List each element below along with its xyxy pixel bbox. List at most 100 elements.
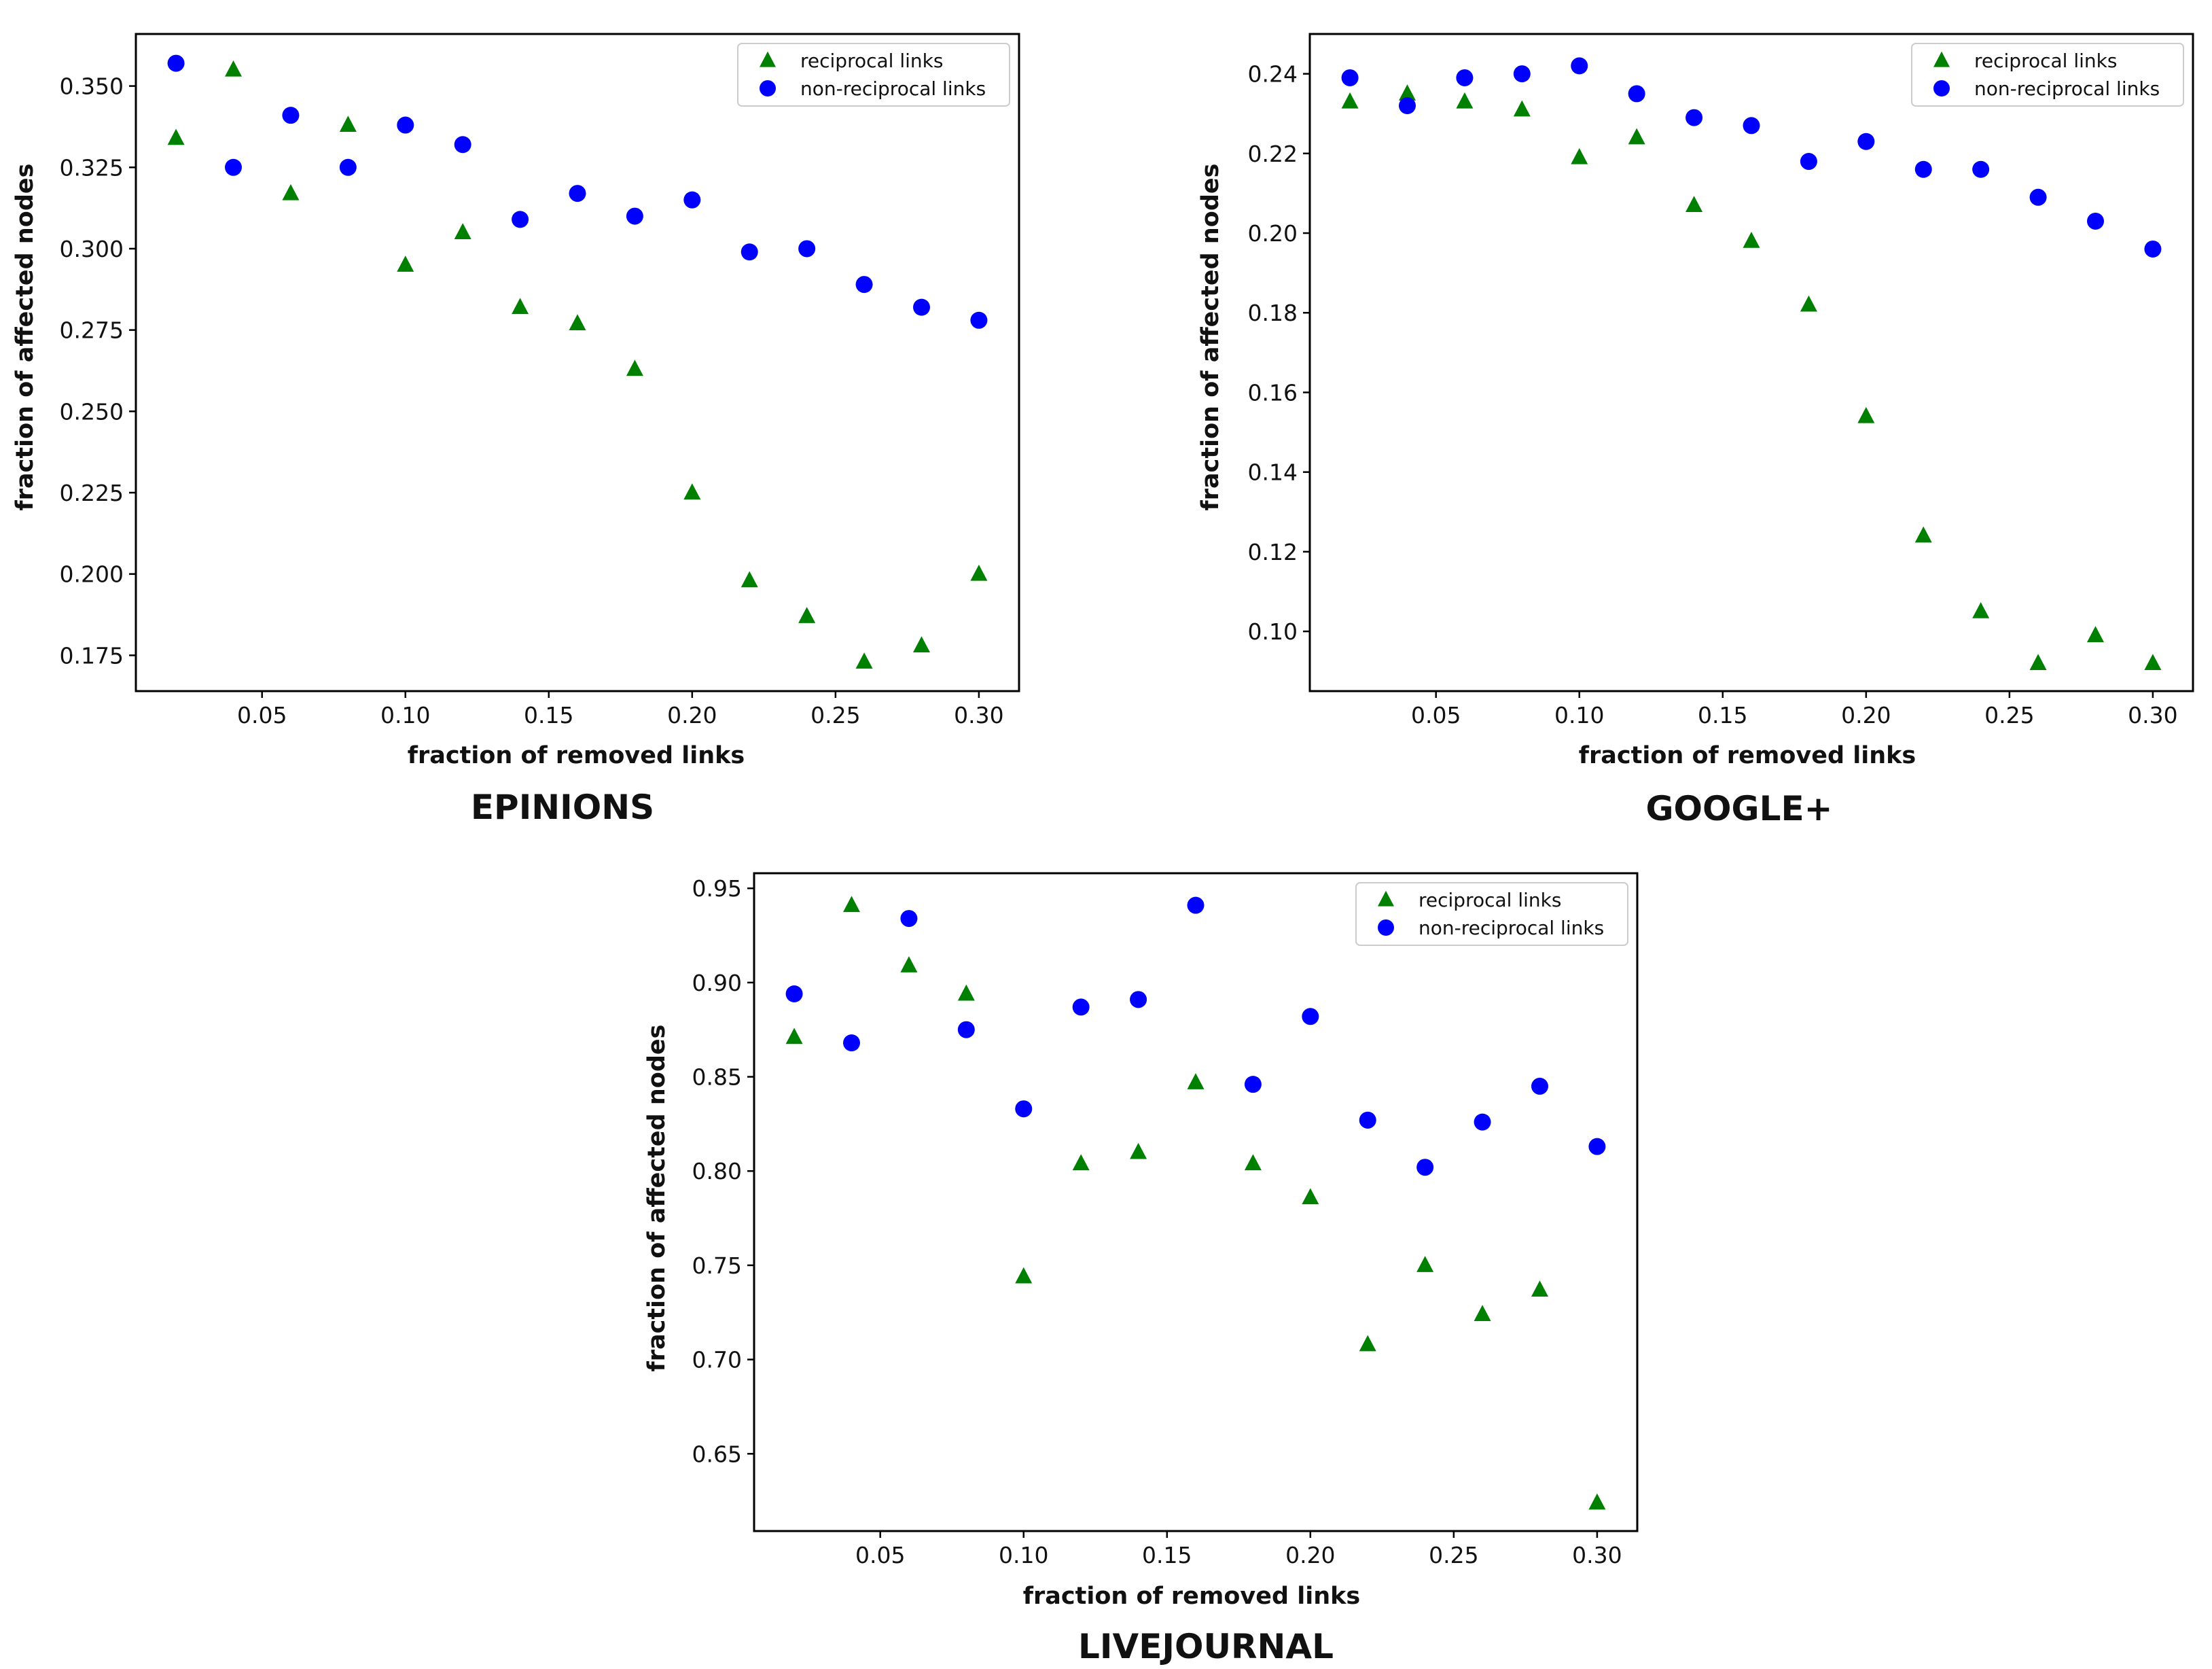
circle-point (1456, 69, 1474, 86)
plot-frame (753, 872, 1639, 1532)
y-tick-label: 0.24 (1248, 61, 1298, 88)
x-tick-label: 0.30 (2128, 702, 2177, 728)
x-tick-label: 0.10 (380, 702, 430, 728)
triangle-point (2029, 654, 2047, 670)
circle-point (683, 191, 701, 209)
x-tick-label: 0.30 (1572, 1542, 1622, 1568)
circle-point (569, 185, 586, 203)
triangle-point (1359, 1335, 1376, 1352)
legend-label: non-reciprocal links (1974, 77, 2160, 100)
caption: LIVEJOURNAL (1078, 1627, 1334, 1666)
triangle-point (1072, 1154, 1090, 1171)
ylabel: fraction of affected nodes (1197, 164, 1224, 511)
caption: EPINIONS (471, 788, 654, 827)
x-tick-label: 0.10 (1554, 702, 1604, 728)
triangle-point (1628, 128, 1645, 145)
y-tick-label: 0.80 (692, 1158, 742, 1184)
triangle-point (1588, 1493, 1606, 1510)
series-reciprocal (167, 60, 988, 669)
triangle-point (855, 652, 873, 669)
ylabel: fraction of affected nodes (12, 164, 39, 511)
circle-point (282, 107, 300, 124)
x-tick-label: 0.25 (1429, 1542, 1478, 1568)
circle-point (1072, 998, 1090, 1016)
circle-point (1571, 57, 1588, 75)
y-tick-label: 0.200 (60, 561, 124, 588)
x-tick-label: 0.20 (667, 702, 717, 728)
circle-point (2144, 240, 2162, 258)
circle-point (900, 910, 918, 928)
y-tick-label: 0.175 (60, 642, 124, 669)
circle-point (1474, 1113, 1491, 1131)
legend-label: reciprocal links (1974, 50, 2117, 72)
legend-label: reciprocal links (1419, 889, 1561, 911)
circle-point (1588, 1138, 1606, 1155)
circle-point (1302, 1008, 1319, 1025)
y-tick-label: 0.22 (1248, 141, 1298, 167)
x-tick-label: 0.20 (1285, 1542, 1335, 1568)
y-tick-label: 0.250 (60, 398, 124, 425)
triangle-point (970, 564, 988, 581)
triangle-point (912, 636, 930, 652)
panel-google-plus: fraction of affected nodes fraction of r… (1197, 33, 2194, 828)
triangle-point (225, 60, 243, 77)
triangle-point (1244, 1154, 1262, 1171)
triangle-point (957, 984, 975, 1001)
series-non-reciprocal (1341, 57, 2162, 258)
circle-point (843, 1034, 861, 1052)
triangle-point (1972, 602, 1990, 618)
x-tick-label: 0.10 (999, 1542, 1048, 1568)
triangle-point (683, 483, 701, 499)
xlabel: fraction of removed links (408, 742, 745, 769)
circle-point (512, 211, 529, 228)
circle-point (1531, 1077, 1548, 1095)
triangle-point (569, 314, 586, 331)
triangle-point (1571, 147, 1588, 164)
triangle-point (1914, 526, 1932, 543)
triangle-point (626, 359, 643, 376)
circle-point (1399, 96, 1416, 114)
legend-triangle-icon (1378, 890, 1394, 907)
circle-point (626, 207, 643, 225)
circle-point (1857, 133, 1875, 150)
circle-point (339, 158, 357, 176)
triangle-point (1399, 84, 1416, 101)
y-tick-label: 0.16 (1248, 379, 1298, 406)
circle-point (741, 243, 758, 261)
circle-point (1015, 1100, 1033, 1118)
x-tick-label: 0.15 (524, 702, 573, 728)
plot-frame (135, 33, 1020, 692)
circle-point (1359, 1111, 1376, 1129)
x-tick-label: 0.05 (237, 702, 287, 728)
triangle-point (1800, 295, 1817, 312)
triangle-point (785, 1027, 803, 1044)
y-tick-label: 0.275 (60, 317, 124, 344)
triangle-point (397, 256, 414, 272)
triangle-point (1531, 1280, 1548, 1297)
circle-point (785, 985, 803, 1003)
triangle-point (1416, 1256, 1434, 1272)
legend-label: non-reciprocal links (1419, 917, 1604, 939)
circle-point (1914, 160, 1932, 178)
legend-triangle-icon (1933, 51, 1950, 67)
x-tick-label: 0.05 (855, 1542, 905, 1568)
triangle-point (1474, 1305, 1491, 1322)
circle-point (225, 158, 243, 176)
triangle-point (1015, 1267, 1033, 1284)
triangle-point (1685, 196, 1703, 213)
y-tick-label: 0.18 (1248, 300, 1298, 326)
circle-point (1800, 153, 1817, 171)
triangle-point (843, 896, 861, 913)
triangle-point (1341, 92, 1359, 109)
legend: reciprocal links non-reciprocal links (1911, 43, 2184, 107)
xlabel: fraction of removed links (1023, 1583, 1361, 1610)
legend-box (1911, 43, 2184, 107)
y-tick-label: 0.95 (692, 875, 742, 902)
y-tick-label: 0.325 (60, 154, 124, 181)
circle-point (957, 1021, 975, 1038)
circle-point (1513, 65, 1531, 83)
legend-circle-icon (760, 80, 776, 96)
panel-epinions: fraction of affected nodes fraction of r… (12, 33, 1020, 827)
triangle-point (741, 571, 758, 588)
